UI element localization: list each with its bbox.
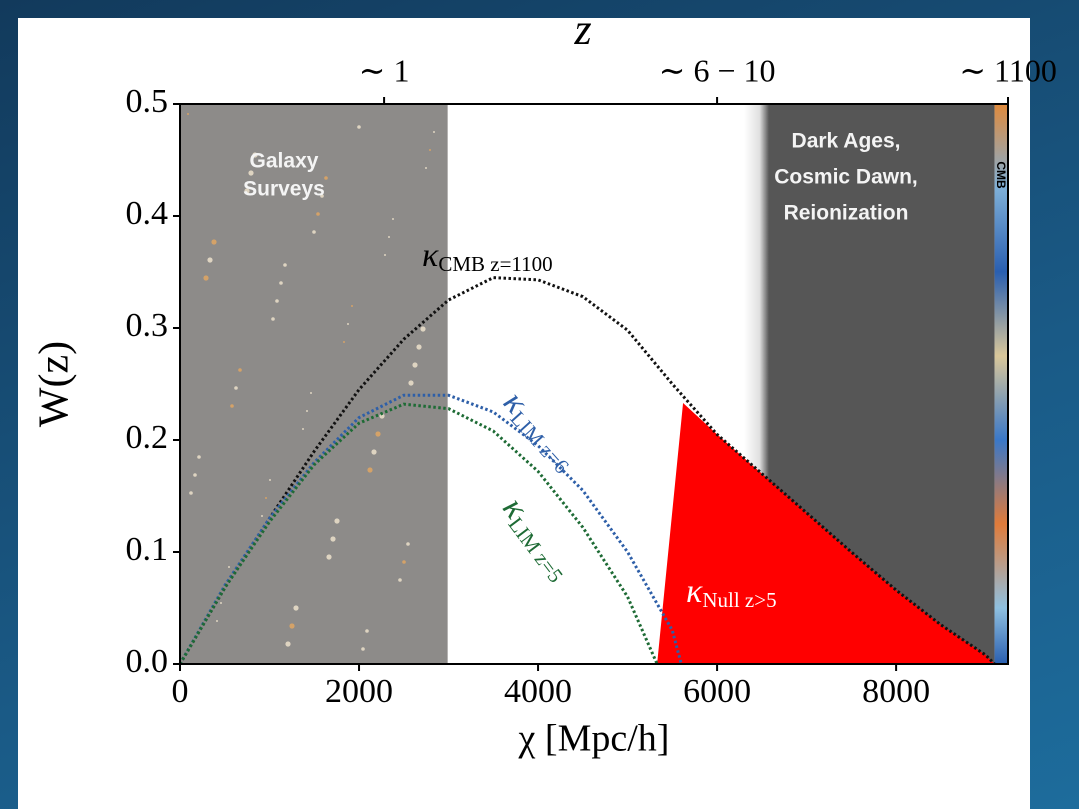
galaxy-speck bbox=[293, 605, 298, 610]
galaxy-speck bbox=[433, 131, 435, 133]
region-label: CMB bbox=[994, 161, 1008, 189]
y-tick-label: 0.5 bbox=[126, 83, 169, 120]
galaxy-speck bbox=[416, 344, 421, 349]
galaxy-speck bbox=[306, 410, 308, 412]
galaxy-speck bbox=[398, 578, 402, 582]
galaxy-speck bbox=[187, 113, 189, 115]
x2-tick-label: ∼ 1 bbox=[359, 52, 410, 88]
galaxy-speck bbox=[392, 218, 394, 220]
galaxy-speck bbox=[269, 479, 271, 481]
x2-tick-label: ∼ 1100 bbox=[959, 52, 1057, 88]
galaxy-speck bbox=[388, 236, 390, 238]
galaxy-speck bbox=[351, 305, 353, 307]
x2-axis-label: z bbox=[573, 5, 591, 54]
y-tick-label: 0.3 bbox=[126, 307, 169, 344]
galaxy-speck bbox=[371, 449, 376, 454]
x-tick-label: 4000 bbox=[504, 673, 572, 710]
galaxy-speck bbox=[234, 386, 238, 390]
x-tick-label: 8000 bbox=[862, 673, 930, 710]
y-axis-label: W(z) bbox=[32, 341, 78, 427]
region-label: Surveys bbox=[243, 178, 325, 201]
galaxy-speck bbox=[211, 239, 216, 244]
galaxy-speck bbox=[367, 467, 372, 472]
galaxy-speck bbox=[312, 230, 316, 234]
x-tick-label: 6000 bbox=[683, 673, 751, 710]
x-axis-label: χ [Mpc/h] bbox=[518, 718, 670, 760]
galaxy-speck bbox=[365, 629, 369, 633]
chart: Galaxy Surveys Dark Ages, Cosmic Dawn, Reion… bbox=[0, 0, 1079, 809]
series-symbol: κ bbox=[422, 237, 439, 274]
galaxy-speck bbox=[408, 380, 413, 385]
galaxy-speck bbox=[402, 560, 406, 564]
galaxy-speck bbox=[265, 497, 267, 499]
galaxy-speck bbox=[216, 620, 218, 622]
galaxy-speck bbox=[316, 212, 320, 216]
galaxy-speck bbox=[406, 542, 410, 546]
galaxy-speck bbox=[384, 254, 386, 256]
galaxy-speck bbox=[203, 275, 208, 280]
galaxy-speck bbox=[283, 263, 287, 267]
galaxy-speck bbox=[228, 566, 230, 568]
galaxy-speck bbox=[326, 554, 331, 559]
series-subscript: Null z>5 bbox=[702, 588, 776, 612]
region-label: Galaxy bbox=[250, 150, 319, 173]
x2-tick-label: ∼ 6 − 10 bbox=[659, 52, 776, 88]
galaxy-speck bbox=[197, 455, 201, 459]
galaxy-speck bbox=[230, 404, 234, 408]
galaxy-speck bbox=[334, 518, 339, 523]
y-tick-label: 0.0 bbox=[126, 643, 169, 680]
series-symbol: κ bbox=[686, 573, 703, 610]
y-tick-label: 0.2 bbox=[126, 419, 169, 456]
galaxy-speck bbox=[279, 281, 283, 285]
galaxy-speck bbox=[238, 368, 242, 372]
x-tick-label: 0 bbox=[172, 673, 189, 710]
galaxy-speck bbox=[220, 602, 222, 604]
y-tick-label: 0.1 bbox=[126, 531, 169, 568]
galaxy-speck bbox=[429, 149, 431, 151]
galaxy-speck bbox=[261, 515, 263, 517]
galaxy-speck bbox=[330, 536, 335, 541]
galaxy-speck bbox=[302, 428, 304, 430]
galaxy-speck bbox=[189, 491, 193, 495]
galaxy-speck bbox=[420, 326, 425, 331]
region-label: Reionization bbox=[784, 202, 909, 225]
galaxy-speck bbox=[361, 647, 365, 651]
galaxy-speck bbox=[343, 341, 345, 343]
galaxy-speck bbox=[310, 392, 312, 394]
x-tick-label: 2000 bbox=[325, 673, 393, 710]
galaxy-speck bbox=[285, 641, 290, 646]
region-label: Cosmic Dawn, bbox=[774, 166, 918, 189]
galaxy-speck bbox=[193, 473, 197, 477]
galaxy-speck bbox=[347, 323, 349, 325]
galaxy-speck bbox=[357, 125, 361, 129]
region-label: Dark Ages, bbox=[792, 130, 901, 153]
galaxy-speck bbox=[412, 362, 417, 367]
galaxy-speck bbox=[289, 623, 294, 628]
series-subscript: CMB z=1100 bbox=[438, 252, 552, 276]
y-tick-label: 0.4 bbox=[126, 195, 169, 232]
galaxy-speck bbox=[375, 431, 380, 436]
galaxy-speck bbox=[207, 257, 212, 262]
galaxy-speck bbox=[271, 317, 275, 321]
galaxy-speck bbox=[275, 299, 279, 303]
galaxy-speck bbox=[425, 167, 427, 169]
page: {"chart_data": { "type": "line", "xlabel… bbox=[0, 0, 1079, 809]
